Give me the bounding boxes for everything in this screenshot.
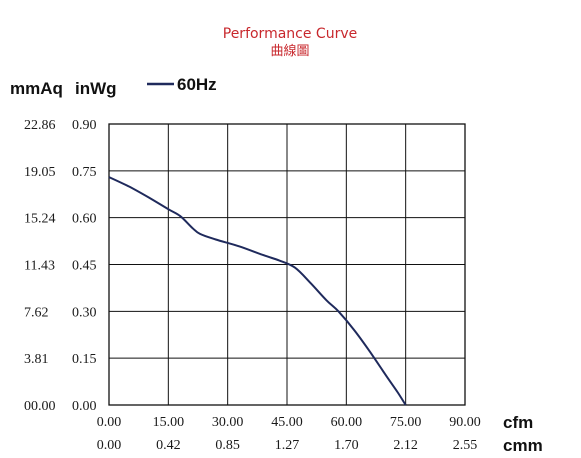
- y-axis-label-primary: inWg: [75, 79, 117, 98]
- x-tick-label-secondary: 1.70: [334, 438, 359, 453]
- y-tick-label: 0.30: [72, 305, 97, 320]
- y-tick-label-secondary: 15.24: [24, 212, 56, 227]
- y-tick-label-secondary: 3.81: [24, 352, 49, 367]
- legend: 60Hz: [147, 75, 217, 94]
- x-tick-label-secondary: 0.85: [215, 438, 240, 453]
- y-tick-label: 0.00: [72, 399, 97, 414]
- x-tick-label-secondary: 0.42: [156, 438, 181, 453]
- y-tick-label-secondary: 11.43: [24, 259, 55, 274]
- y-tick-label: 0.90: [72, 118, 97, 133]
- x-tick-label: 75.00: [390, 415, 422, 430]
- y-tick-labels: 0.00 00.00 0.15 3.81 0.30 7.62 0.45 11.43 0.60 15…: [24, 118, 97, 414]
- x-tick-label: 90.00: [449, 415, 481, 430]
- y-tick-label-secondary: 7.62: [24, 305, 49, 320]
- x-tick-label-secondary: 0.00: [97, 438, 122, 453]
- series-line-60hz: [108, 176, 407, 406]
- x-axis-label-secondary: cmm: [503, 436, 543, 455]
- x-tick-label-secondary: 2.55: [453, 438, 478, 453]
- x-axis-label-primary: cfm: [503, 413, 533, 432]
- legend-label-60hz: 60Hz: [177, 75, 217, 94]
- y-tick-label-secondary: 22.86: [24, 118, 56, 133]
- x-tick-label-secondary: 2.12: [393, 438, 418, 453]
- y-tick-label-secondary: 19.05: [24, 165, 56, 180]
- x-tick-label-secondary: 1.27: [275, 438, 300, 453]
- plot-frame: [108, 123, 466, 406]
- chart-title: Performance Curve: [223, 26, 357, 42]
- x-tick-label: 15.00: [153, 415, 185, 430]
- x-tick-label: 45.00: [271, 415, 303, 430]
- y-axis-label-secondary: mmAq: [10, 79, 63, 98]
- y-tick-label-secondary: 00.00: [24, 399, 56, 414]
- y-tick-label: 0.60: [72, 212, 97, 227]
- chart-subtitle: 曲線圖: [270, 43, 309, 59]
- x-tick-labels: 0.00 0.00 15.00 0.42 30.00 0.85 45.00 1.27 60.00…: [97, 415, 481, 453]
- x-tick-label: 30.00: [212, 415, 244, 430]
- x-tick-label: 0.00: [97, 415, 122, 430]
- y-tick-label: 0.45: [72, 259, 97, 274]
- y-tick-label: 0.15: [72, 352, 97, 367]
- x-tick-label: 60.00: [331, 415, 363, 430]
- y-tick-label: 0.75: [72, 165, 97, 180]
